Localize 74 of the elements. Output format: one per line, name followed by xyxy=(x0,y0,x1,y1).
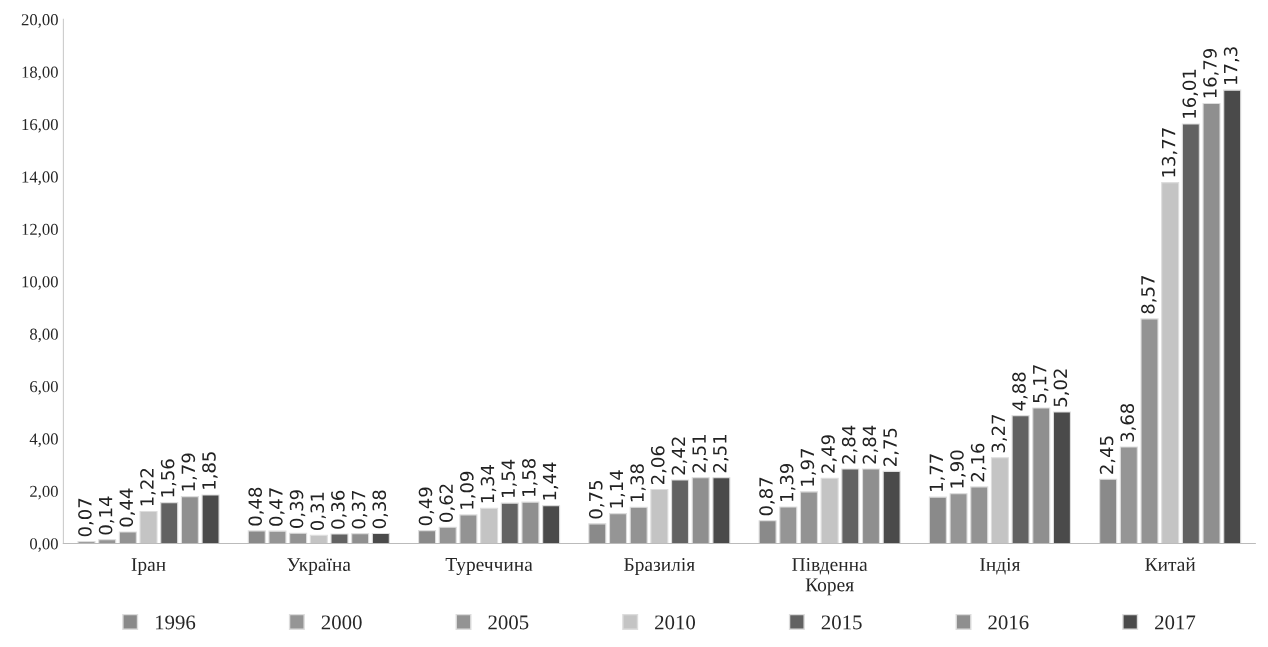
legend-label: 2005 xyxy=(488,615,529,630)
data-label: 0,39 xyxy=(289,490,306,528)
data-label: 3,27 xyxy=(991,414,1007,453)
data-label: 1,22 xyxy=(140,468,156,506)
data-label: 13,77 xyxy=(1161,128,1178,177)
x-tick-label: Туреччина xyxy=(445,558,533,575)
y-tick-label: 10,00 xyxy=(22,276,58,290)
data-label: 2,49 xyxy=(821,435,837,473)
data-label: 2,16 xyxy=(970,443,987,482)
data-label: 2,75 xyxy=(883,428,899,466)
x-tick-label: Україна xyxy=(287,558,351,575)
data-label: 2,42 xyxy=(671,437,688,475)
data-label: 1,34 xyxy=(480,465,497,503)
data-label: 0,37 xyxy=(351,490,368,529)
data-label: 1,09 xyxy=(459,471,476,509)
y-tick-label: 4,00 xyxy=(29,433,58,448)
x-tick-label: Китай xyxy=(1145,557,1196,572)
data-label: 5,02 xyxy=(1053,369,1070,407)
data-label: 1,85 xyxy=(202,452,218,489)
y-tick-label: 14,00 xyxy=(22,171,58,185)
legend-label: 2000 xyxy=(321,615,362,630)
y-tick-label: 0,00 xyxy=(30,538,58,552)
data-label: 0,31 xyxy=(310,492,326,530)
data-label: 1,38 xyxy=(630,464,646,502)
legend-label: 1996 xyxy=(155,615,196,630)
y-tick-label: 2,00 xyxy=(30,485,58,500)
data-label: 1,90 xyxy=(950,450,966,488)
legend-label: 2017 xyxy=(1155,615,1196,630)
x-tick-label: Іран xyxy=(131,558,166,575)
data-label: 0,62 xyxy=(439,484,455,522)
data-label: 0,87 xyxy=(759,477,775,516)
data-label: 1,97 xyxy=(800,449,817,486)
legend-label: 2015 xyxy=(821,615,862,630)
x-tick-label: Південна Корея xyxy=(792,557,868,596)
data-label: 8,57 xyxy=(1141,276,1157,314)
y-tick-label: 18,00 xyxy=(22,66,58,81)
data-label: 0,38 xyxy=(372,490,388,529)
data-label: 4,88 xyxy=(1012,372,1028,411)
data-label: 0,07 xyxy=(78,498,94,537)
data-label: 1,44 xyxy=(542,462,559,500)
legend-label: 2016 xyxy=(988,615,1029,630)
y-tick-label: 8,00 xyxy=(30,328,58,343)
data-label: 1,58 xyxy=(522,458,538,496)
data-label: 2,06 xyxy=(650,446,667,485)
data-label: 0,75 xyxy=(588,481,605,519)
y-tick-label: 12,00 xyxy=(22,223,58,238)
data-label: 2,51 xyxy=(712,435,729,473)
x-tick-label: Бразилія xyxy=(624,557,695,575)
data-label: 1,54 xyxy=(501,459,517,497)
data-label: 1,56 xyxy=(160,459,177,497)
data-label: 2,45 xyxy=(1099,436,1116,474)
data-label: 2,51 xyxy=(692,435,708,473)
data-label: 1,14 xyxy=(609,470,626,508)
data-label: 0,44 xyxy=(119,488,135,527)
data-label: 1,39 xyxy=(779,463,796,501)
legend-label: 2010 xyxy=(655,615,696,630)
data-label: 0,47 xyxy=(269,488,285,526)
y-tick-label: 20,00 xyxy=(21,14,58,28)
data-label: 0,48 xyxy=(248,487,264,526)
y-tick-label: 6,00 xyxy=(30,380,58,395)
data-label: 2,84 xyxy=(841,425,858,464)
data-label: 1,79 xyxy=(181,453,197,491)
data-label: 16,01 xyxy=(1182,69,1198,118)
data-label: 0,36 xyxy=(331,490,347,529)
data-label: 17,3 xyxy=(1223,47,1240,85)
data-label: 5,17 xyxy=(1033,365,1049,403)
data-label: 1,77 xyxy=(929,454,945,491)
x-tick-label: Індія xyxy=(980,557,1021,575)
data-label: 0,49 xyxy=(418,487,435,526)
data-label: 0,14 xyxy=(98,496,115,535)
y-tick-label: 16,00 xyxy=(22,118,58,133)
data-label: 2,84 xyxy=(862,425,879,464)
data-label: 16,79 xyxy=(1203,48,1219,98)
data-label: 3,68 xyxy=(1120,403,1136,442)
